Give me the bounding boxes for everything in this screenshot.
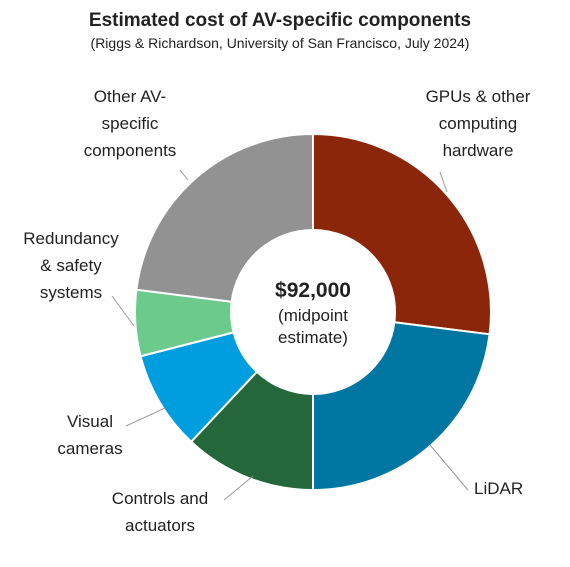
slice-label-1-line-2: computing	[439, 114, 517, 133]
slice-label-1-line-3: hardware	[443, 141, 514, 160]
leader-line-2	[429, 444, 469, 491]
slice-label-5-line-3: systems	[40, 283, 102, 302]
leader-line-4	[125, 407, 166, 427]
slice-label-6: Other AV-specific components	[84, 87, 177, 160]
slice-label-6-line-2: specific	[102, 114, 159, 133]
donut-slice-2	[312, 321, 491, 492]
slice-label-3-line-2: actuators	[125, 516, 195, 535]
chart-title: Estimated cost of AV-specific components	[89, 10, 471, 31]
slice-label-5-line-1: Redundancy	[23, 229, 119, 248]
slice-label-1-line-1: GPUs & other	[426, 87, 531, 106]
slice-label-1: GPUs & other computing hardware	[426, 87, 531, 160]
slice-label-5: Redundancy & safety systems	[23, 229, 119, 302]
slice-label-4: Visual cameras	[57, 412, 122, 458]
slice-label-6-line-3: components	[84, 141, 177, 160]
slice-label-2-line-1: LiDAR	[474, 479, 523, 498]
center-note-line-1: (midpoint	[278, 306, 348, 325]
slice-label-4-line-1: Visual	[67, 412, 113, 431]
slice-label-3: Controls and actuators	[112, 489, 208, 535]
slice-label-2: LiDAR	[474, 479, 523, 498]
donut-slice-6	[135, 132, 314, 303]
leader-line-3	[223, 475, 254, 501]
leader-lines	[111, 169, 469, 501]
center-value: $92,000	[275, 279, 351, 302]
slice-label-3-line-1: Controls and	[112, 489, 208, 508]
donut-slice-1	[312, 132, 492, 336]
center-note-line-2: estimate)	[278, 328, 348, 347]
slice-label-5-line-2: & safety	[40, 256, 102, 275]
slice-labels: GPUs & other computing hardware LiDAR Contro…	[23, 87, 531, 535]
chart-subtitle: (Riggs & Richardson, University of San F…	[91, 35, 470, 51]
slice-label-4-line-2: cameras	[57, 439, 122, 458]
slice-label-6-line-1: Other AV-	[94, 87, 166, 106]
leader-line-1	[439, 171, 448, 193]
leader-line-6	[179, 169, 189, 181]
donut-slices	[134, 132, 492, 492]
leader-line-5	[111, 295, 135, 327]
